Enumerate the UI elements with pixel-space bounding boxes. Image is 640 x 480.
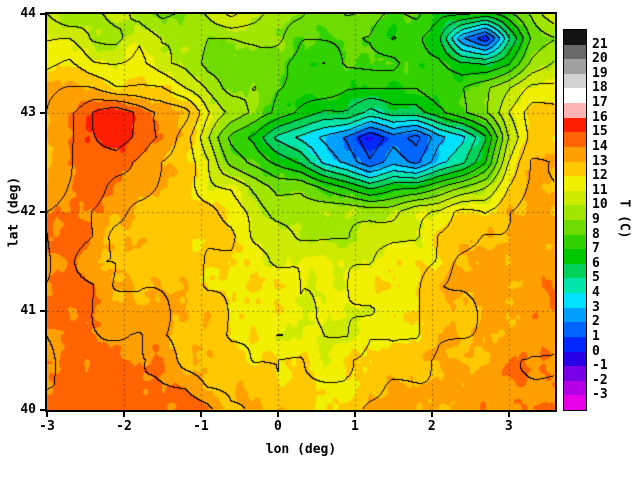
colorbar-segment <box>564 190 586 206</box>
colorbar-segment <box>564 88 586 104</box>
colorbar-tick-label: 0 <box>592 343 600 359</box>
colorbar-segment <box>564 249 586 264</box>
plot-area-frame <box>45 12 557 412</box>
colorbar-tick-label: 21 <box>592 36 608 52</box>
x-tick-label: -3 <box>39 419 55 434</box>
colorbar-tick-label: 14 <box>592 138 608 154</box>
colorbar-segment <box>564 293 586 308</box>
colorbar-tick-label: 13 <box>592 153 608 169</box>
x-tick-label: -1 <box>193 419 209 434</box>
colorbar-tick-label: 3 <box>592 299 600 315</box>
colorbar-segment <box>564 146 586 162</box>
temperature-field-canvas <box>47 14 555 410</box>
y-tick-label: 44 <box>20 6 36 21</box>
colorbar-tick-label: 2 <box>592 314 600 330</box>
colorbar-tick-label: 5 <box>592 270 600 286</box>
x-tick-label: 2 <box>427 419 436 434</box>
colorbar-segment <box>564 132 586 147</box>
x-tick-mark <box>430 412 433 417</box>
colorbar-tick-label: -1 <box>592 358 608 374</box>
colorbar-tick-label: 12 <box>592 168 608 184</box>
colorbar-tick-label: 11 <box>592 182 608 198</box>
colorbar-tick-label: 7 <box>592 241 600 257</box>
colorbar-segment <box>564 380 586 396</box>
x-tick-label: -2 <box>116 419 132 434</box>
y-tick-mark <box>40 409 45 411</box>
colorbar-tick-label: 6 <box>592 255 600 271</box>
colorbar-segment <box>564 103 586 118</box>
x-tick-mark <box>353 412 356 417</box>
y-tick-label: 42 <box>20 204 36 219</box>
y-tick-label: 41 <box>20 303 36 318</box>
x-tick-mark <box>46 412 48 417</box>
x-axis-label: lon (deg) <box>265 442 337 457</box>
x-tick-label: 1 <box>350 419 359 434</box>
x-tick-label: 0 <box>273 419 282 434</box>
x-tick-mark <box>199 412 202 417</box>
colorbar-segment <box>564 322 586 337</box>
colorbar-tick-label: 4 <box>592 285 600 301</box>
x-tick-label: 3 <box>504 419 513 434</box>
colorbar <box>563 29 587 411</box>
colorbar-tick-label: 15 <box>592 124 608 140</box>
y-tick-mark <box>40 13 45 15</box>
colorbar-segment <box>564 336 586 352</box>
colorbar-segment <box>564 44 586 60</box>
colorbar-segment <box>564 278 586 294</box>
y-tick-mark <box>40 211 45 213</box>
colorbar-tick-label: -2 <box>592 372 608 388</box>
colorbar-tick-label: 20 <box>592 51 608 67</box>
colorbar-segment <box>564 117 586 133</box>
colorbar-segment <box>564 205 586 220</box>
x-tick-mark <box>122 412 125 417</box>
x-tick-mark <box>276 412 279 417</box>
colorbar-tick-label: -3 <box>592 387 608 403</box>
y-tick-label: 40 <box>20 402 36 417</box>
colorbar-tick-label: 19 <box>592 65 608 81</box>
colorbar-tick-label: 1 <box>592 328 600 344</box>
colorbar-segment <box>564 176 586 191</box>
colorbar-segment <box>564 30 586 45</box>
colorbar-segment <box>564 234 586 250</box>
colorbar-segment <box>564 59 586 74</box>
x-tick-mark <box>507 412 510 417</box>
colorbar-segment <box>564 395 586 410</box>
colorbar-tick-label: 16 <box>592 109 608 125</box>
colorbar-segment <box>564 161 586 177</box>
y-tick-label: 43 <box>20 105 36 120</box>
y-tick-mark <box>40 310 45 312</box>
colorbar-segment <box>564 351 586 367</box>
colorbar-tick-label: 17 <box>592 95 608 111</box>
colorbar-segment <box>564 307 586 323</box>
colorbar-segment <box>564 220 586 235</box>
colorbar-segment <box>564 366 586 381</box>
colorbar-tick-label: 10 <box>592 197 608 213</box>
colorbar-segment <box>564 263 586 279</box>
colorbar-tick-label: 8 <box>592 226 600 242</box>
colorbar-tick-label: 9 <box>592 212 600 227</box>
colorbar-segment <box>564 73 586 89</box>
colorbar-tick-label: 18 <box>592 80 608 96</box>
y-tick-mark <box>40 112 45 114</box>
